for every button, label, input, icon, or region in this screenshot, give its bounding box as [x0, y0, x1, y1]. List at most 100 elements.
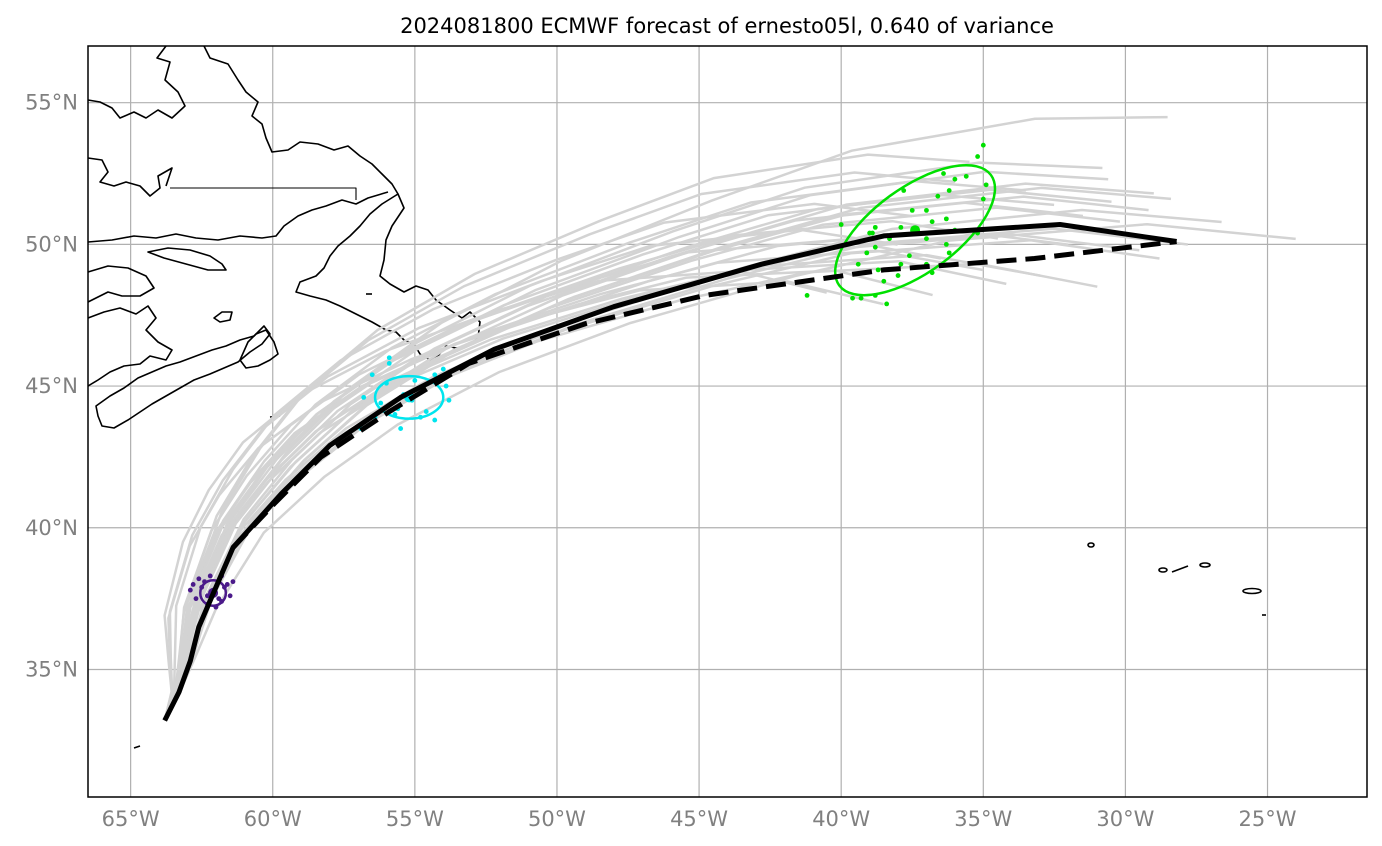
azores-island-pico [1171, 565, 1189, 573]
mean-track [162, 222, 1177, 722]
map-title: 2024081800 ECMWF forecast of ernesto05l,… [400, 14, 1054, 38]
azores-island-sao-miguel [1242, 587, 1262, 595]
member-position [952, 176, 958, 182]
ensemble-track [163, 239, 1160, 722]
provincial-border [170, 187, 357, 200]
member-position [867, 230, 873, 236]
anticosti-island [147, 247, 227, 271]
coastline-inner-north [87, 157, 173, 197]
ensemble-track [163, 202, 913, 721]
member-position [943, 216, 949, 222]
coastlines [87, 45, 1266, 749]
member-position [190, 582, 196, 587]
member-position [207, 573, 213, 579]
member-position [864, 250, 870, 256]
member-position [907, 253, 912, 259]
lon-tick-label: 55°W [386, 807, 444, 831]
longitude-labels: 65°W 60°W 55°W 50°W 45°W 40°W 35°W 30°W 25°W [102, 807, 1297, 831]
member-position [898, 261, 904, 267]
bermuda-island [133, 745, 141, 749]
lon-tick-label: 45°W [670, 807, 728, 831]
lon-tick-label: 30°W [1096, 807, 1154, 831]
ensemble-track [163, 262, 1098, 722]
member-position [941, 171, 946, 176]
member-position [838, 222, 844, 227]
member-position [227, 593, 233, 599]
azores-island-corvo [1087, 542, 1095, 548]
ensemble-track [163, 253, 1041, 721]
lon-tick-label: 40°W [812, 807, 870, 831]
member-position [850, 295, 855, 301]
member-position [446, 397, 452, 403]
member-position [187, 587, 193, 593]
member-position [946, 188, 952, 193]
ensemble-track [163, 193, 1055, 721]
ensemble-track [163, 238, 942, 721]
member-position [230, 579, 236, 585]
lon-tick-label: 35°W [954, 807, 1012, 831]
member-position [929, 219, 935, 225]
azores-island-faial [1158, 567, 1168, 573]
coastline-maritimes [87, 265, 271, 429]
member-position [804, 292, 810, 298]
uncertainty-ellipse [373, 374, 445, 420]
uncertainty-ellipse [199, 578, 228, 607]
member-position [963, 173, 969, 179]
member-position [980, 142, 986, 148]
member-position [855, 261, 861, 267]
member-position [872, 224, 878, 230]
member-position [386, 361, 392, 366]
member-position [440, 366, 446, 372]
plot-area [87, 45, 1367, 797]
member-position [935, 193, 941, 199]
lon-tick-label: 60°W [244, 807, 302, 831]
ensemble-track [163, 228, 898, 721]
member-position [924, 236, 929, 242]
lat-tick-label: 55°N [25, 91, 78, 115]
member-position [895, 273, 901, 278]
member-position [193, 596, 199, 602]
member-position [412, 378, 418, 383]
prince-edward-island [213, 311, 233, 323]
cape-breton-island [239, 329, 279, 369]
member-position [898, 224, 904, 230]
ensemble-tracks [163, 115, 1296, 722]
member-position [881, 278, 887, 284]
member-position [423, 409, 429, 414]
main-tracks [162, 222, 1177, 722]
member-position [943, 241, 949, 247]
ensemble-track [163, 222, 1296, 722]
coastline-labrador [87, 45, 399, 243]
lat-tick-label: 35°N [25, 657, 78, 681]
member-position [196, 576, 202, 582]
member-position [369, 372, 375, 378]
member-position [872, 244, 878, 250]
member-position [983, 182, 989, 188]
member-position [875, 267, 881, 273]
member-position [980, 196, 986, 202]
member-position [386, 355, 392, 361]
member-position [975, 154, 981, 159]
lon-tick-label: 65°W [102, 807, 160, 831]
azores-island-terceira [1199, 562, 1211, 568]
map-frame [87, 45, 1368, 798]
member-position [432, 417, 438, 423]
member-position [924, 207, 929, 213]
lat-tick-label: 50°N [25, 232, 78, 256]
member-position [378, 400, 384, 406]
member-position [443, 383, 449, 389]
ensemble-track [163, 260, 1007, 722]
lon-tick-label: 25°W [1239, 807, 1297, 831]
member-position [398, 426, 404, 431]
lat-tick-label: 45°N [25, 374, 78, 398]
member-position [946, 250, 952, 256]
member-position [858, 295, 864, 301]
lon-tick-label: 50°W [528, 807, 586, 831]
member-position [884, 301, 890, 307]
member-position [432, 372, 438, 378]
lat-tick-label: 40°N [25, 516, 78, 540]
ensemble-track [163, 153, 970, 721]
member-position [361, 395, 367, 400]
member-position [901, 188, 907, 193]
